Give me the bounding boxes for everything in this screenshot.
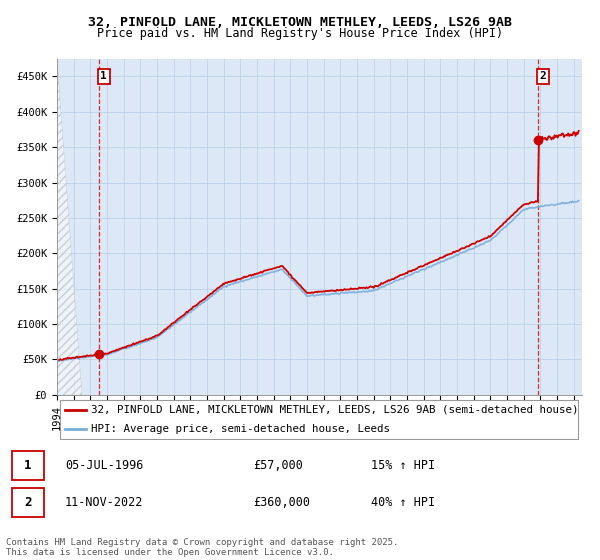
Text: 2: 2 bbox=[24, 496, 32, 509]
Text: 11-NOV-2022: 11-NOV-2022 bbox=[65, 496, 143, 509]
Text: 2: 2 bbox=[539, 72, 547, 82]
Text: 1: 1 bbox=[100, 72, 107, 82]
Text: Price paid vs. HM Land Registry's House Price Index (HPI): Price paid vs. HM Land Registry's House … bbox=[97, 27, 503, 40]
Text: 1: 1 bbox=[24, 459, 32, 472]
Text: 32, PINFOLD LANE, MICKLETOWN METHLEY, LEEDS, LS26 9AB (semi-detached house): 32, PINFOLD LANE, MICKLETOWN METHLEY, LE… bbox=[91, 405, 578, 415]
Polygon shape bbox=[57, 59, 82, 395]
FancyBboxPatch shape bbox=[12, 450, 44, 480]
FancyBboxPatch shape bbox=[59, 400, 578, 439]
Text: 32, PINFOLD LANE, MICKLETOWN METHLEY, LEEDS, LS26 9AB: 32, PINFOLD LANE, MICKLETOWN METHLEY, LE… bbox=[88, 16, 512, 29]
Text: 05-JUL-1996: 05-JUL-1996 bbox=[65, 459, 143, 472]
Text: HPI: Average price, semi-detached house, Leeds: HPI: Average price, semi-detached house,… bbox=[91, 424, 390, 434]
Text: £57,000: £57,000 bbox=[253, 459, 303, 472]
Text: 15% ↑ HPI: 15% ↑ HPI bbox=[371, 459, 434, 472]
Text: 40% ↑ HPI: 40% ↑ HPI bbox=[371, 496, 434, 509]
Text: £360,000: £360,000 bbox=[253, 496, 310, 509]
Text: Contains HM Land Registry data © Crown copyright and database right 2025.
This d: Contains HM Land Registry data © Crown c… bbox=[6, 538, 398, 557]
FancyBboxPatch shape bbox=[12, 488, 44, 517]
